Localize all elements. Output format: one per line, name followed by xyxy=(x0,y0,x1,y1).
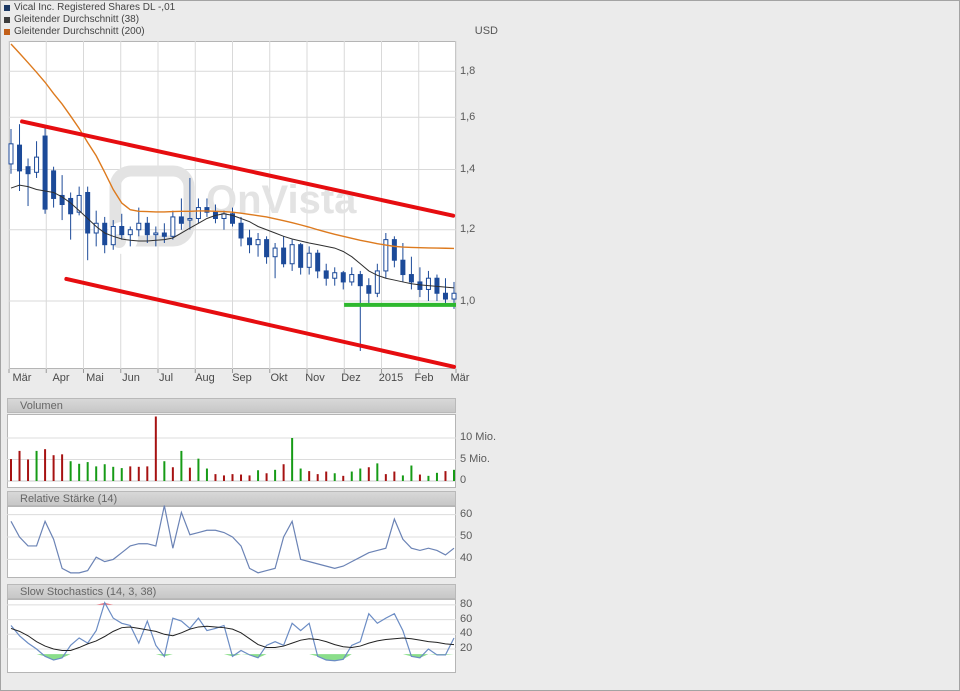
price-chart-plot[interactable] xyxy=(9,41,456,369)
x-tick-label: Okt xyxy=(270,372,288,384)
legend-item-instrument: Vical Inc. Registered Shares DL -,01 xyxy=(4,2,175,13)
rsi-tick-label: 50 xyxy=(460,530,473,542)
x-tick-label: 2015 xyxy=(378,372,404,384)
rsi-tick-label: 40 xyxy=(460,552,473,564)
x-tick-label: Mär xyxy=(12,372,32,384)
volume-tick-label: 5 Mio. xyxy=(460,453,490,465)
volume-tick-label: 0 xyxy=(460,474,467,486)
price-tick-label: 1,4 xyxy=(460,163,476,175)
stoch-panel-header: Slow Stochastics (14, 3, 38) xyxy=(7,584,456,599)
x-tick-label: Jun xyxy=(122,372,140,384)
x-tick-label: Dez xyxy=(341,372,361,384)
rsi-panel-header: Relative Stärke (14) xyxy=(7,491,456,506)
volume-plot[interactable] xyxy=(7,414,456,488)
instrument-label: Vical Inc. Registered Shares DL -,01 xyxy=(14,2,176,13)
price-tick-label: 1,2 xyxy=(460,223,476,235)
rsi-tick-label: 60 xyxy=(460,508,473,520)
legend-item-ma200: Gleitender Durchschnitt (200) xyxy=(4,26,145,37)
x-tick-label: Nov xyxy=(305,372,325,384)
price-tick-label: 1,8 xyxy=(460,65,476,77)
x-tick-label: Aug xyxy=(195,372,215,384)
ma200-color-swatch xyxy=(4,28,10,35)
volume-tick-label: 10 Mio. xyxy=(460,431,497,443)
x-tick-label: Apr xyxy=(52,372,70,384)
price-tick-label: 1,0 xyxy=(460,295,476,307)
stoch-tick-label: 80 xyxy=(460,598,473,610)
currency-unit-label: USD xyxy=(474,25,498,37)
ma200-label: Gleitender Durchschnitt (200) xyxy=(14,26,145,37)
x-tick-label: Mär xyxy=(450,372,470,384)
stoch-tick-label: 20 xyxy=(460,642,473,654)
x-tick-label: Mai xyxy=(86,372,104,384)
instrument-color-swatch xyxy=(4,4,10,11)
ma38-label: Gleitender Durchschnitt (38) xyxy=(14,14,140,25)
rsi-plot[interactable] xyxy=(7,506,456,578)
stoch-tick-label: 60 xyxy=(460,613,473,625)
price-tick-label: 1,6 xyxy=(460,111,476,123)
ma38-color-swatch xyxy=(4,16,10,23)
stoch-tick-label: 40 xyxy=(460,627,473,639)
x-tick-label: Feb xyxy=(414,372,434,384)
x-tick-label: Sep xyxy=(232,372,252,384)
stoch-plot[interactable] xyxy=(7,599,456,673)
volume-panel-header: Volumen xyxy=(7,398,456,413)
legend-item-ma38: Gleitender Durchschnitt (38) xyxy=(4,14,139,25)
x-tick-label: Jul xyxy=(158,372,174,384)
